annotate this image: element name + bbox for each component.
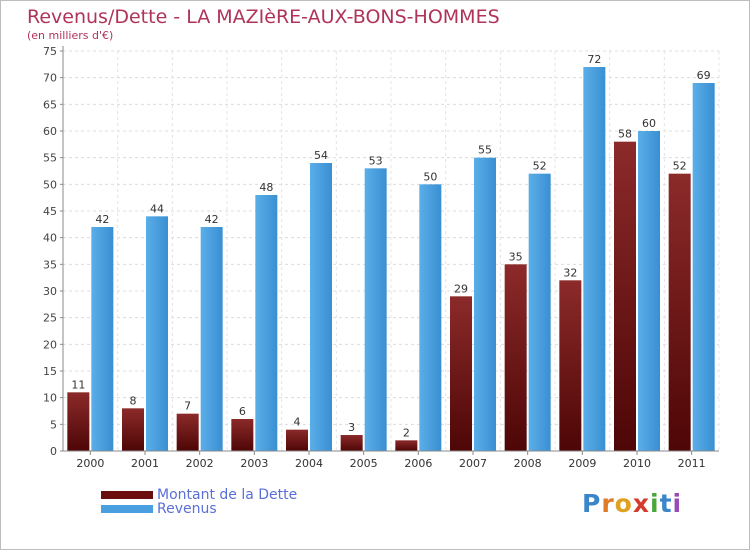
data-label-revenus: 42 [205, 213, 219, 226]
y-tick-label: 40 [43, 232, 57, 245]
bar-revenus [255, 195, 278, 451]
bar-revenus [146, 216, 168, 451]
data-label-revenus: 53 [369, 154, 383, 167]
data-label-dette: 35 [509, 250, 523, 263]
x-tick-label: 2007 [459, 457, 487, 470]
logo-letter: o [614, 489, 633, 518]
y-tick-label: 50 [43, 178, 57, 191]
x-tick-label: 2000 [76, 457, 104, 470]
y-tick-label: 60 [43, 125, 57, 138]
data-label-revenus: 69 [697, 69, 711, 82]
bar-dette [559, 280, 582, 451]
bar-dette [122, 408, 144, 451]
x-tick-label: 2005 [350, 457, 378, 470]
y-tick-label: 35 [43, 258, 57, 271]
x-tick-label: 2001 [131, 457, 159, 470]
data-label-dette: 3 [348, 421, 355, 434]
bar-revenus [200, 227, 223, 451]
x-tick-label: 2009 [568, 457, 596, 470]
data-label-dette: 11 [71, 378, 85, 391]
bar-dette [504, 264, 527, 451]
x-tick-label: 2004 [295, 457, 323, 470]
data-label-dette: 29 [454, 282, 468, 295]
x-tick-label: 2011 [678, 457, 706, 470]
bar-revenus [692, 83, 715, 451]
data-label-dette: 7 [184, 400, 191, 413]
y-tick-label: 75 [43, 45, 57, 58]
data-label-revenus: 60 [642, 117, 656, 130]
y-tick-label: 5 [50, 418, 57, 431]
logo-letter: i [650, 489, 660, 518]
data-label-revenus: 72 [587, 53, 601, 66]
bar-dette [176, 413, 199, 451]
bar-revenus [91, 227, 114, 451]
x-tick-label: 2006 [404, 457, 432, 470]
chart-subtitle: (en milliers d'€) [27, 29, 114, 42]
data-label-revenus: 42 [95, 213, 109, 226]
legend-label-revenus: Revenus [157, 501, 217, 517]
data-label-revenus: 48 [259, 181, 273, 194]
bar-revenus [364, 168, 387, 452]
bar-dette [614, 141, 636, 451]
y-tick-label: 15 [43, 365, 57, 378]
logo-letter: P [582, 489, 602, 518]
data-label-dette: 32 [563, 266, 577, 279]
legend-swatch-revenus [101, 505, 153, 513]
bar-dette [668, 173, 691, 451]
data-label-dette: 6 [239, 405, 246, 418]
data-label-revenus: 44 [150, 202, 164, 215]
y-tick-label: 30 [43, 285, 57, 298]
legend-item-revenus: Revenus [101, 501, 217, 517]
bar-dette [231, 419, 254, 451]
y-tick-label: 0 [50, 445, 57, 458]
logo-letter: r [601, 489, 615, 518]
data-label-dette: 2 [403, 426, 410, 439]
y-tick-label: 45 [43, 205, 57, 218]
bar-revenus [528, 173, 551, 451]
x-tick-label: 2002 [186, 457, 214, 470]
bar-dette [340, 435, 363, 451]
bar-dette [67, 392, 90, 451]
data-label-dette: 4 [294, 416, 301, 429]
bar-dette [450, 296, 472, 451]
logo-letter: x [632, 489, 650, 518]
data-label-revenus: 50 [423, 170, 437, 183]
y-tick-label: 10 [43, 392, 57, 405]
bar-dette [286, 429, 308, 451]
bar-dette [395, 440, 418, 451]
y-tick-label: 25 [43, 312, 57, 325]
bar-revenus [419, 184, 442, 452]
bar-revenus [638, 131, 660, 451]
bar-revenus [583, 67, 606, 451]
logo-letter: i [672, 489, 683, 518]
y-tick-label: 20 [43, 338, 57, 351]
data-label-dette: 58 [618, 128, 632, 141]
x-tick-label: 2008 [514, 457, 542, 470]
legend-label-dette: Montant de la Dette [157, 487, 298, 503]
data-label-dette: 8 [130, 394, 137, 407]
y-tick-label: 70 [43, 72, 57, 85]
logo-letter: t [659, 489, 673, 518]
bar-revenus [310, 163, 332, 451]
x-tick-label: 2010 [623, 457, 651, 470]
bar-revenus [474, 157, 496, 451]
chart-title: Revenus/Dette - LA MAZIèRE-AUX-BONS-HOMM… [27, 6, 500, 28]
data-label-revenus: 52 [533, 160, 547, 173]
y-tick-label: 55 [43, 152, 57, 165]
data-label-revenus: 54 [314, 149, 328, 162]
legend-swatch-dette [101, 491, 153, 499]
legend-item-dette: Montant de la Dette [101, 487, 297, 503]
data-label-dette: 52 [673, 160, 687, 173]
x-tick-label: 2003 [240, 457, 268, 470]
proxiti-logo: Proxiti [582, 489, 682, 518]
data-label-revenus: 55 [478, 144, 492, 157]
y-tick-label: 65 [43, 98, 57, 111]
